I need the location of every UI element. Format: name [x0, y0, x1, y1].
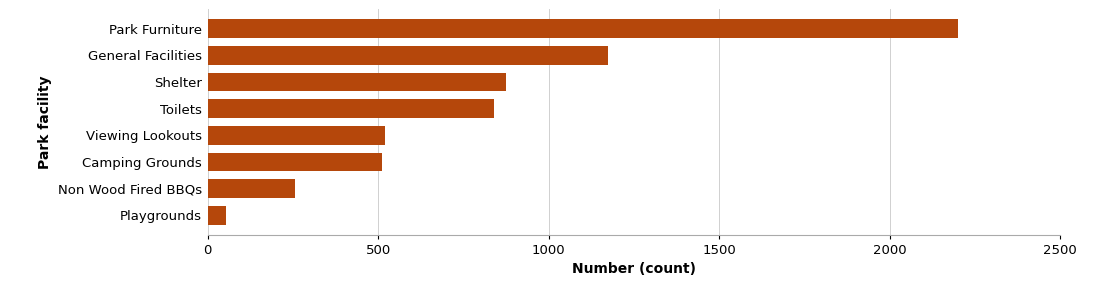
Y-axis label: Park facility: Park facility — [38, 75, 52, 169]
Bar — [208, 126, 385, 144]
Bar — [208, 206, 226, 225]
X-axis label: Number (count): Number (count) — [572, 262, 696, 276]
Bar — [208, 19, 957, 38]
Bar — [208, 73, 506, 91]
Bar — [208, 179, 295, 198]
Bar — [208, 46, 609, 65]
Bar — [208, 99, 494, 118]
Bar — [208, 153, 381, 171]
